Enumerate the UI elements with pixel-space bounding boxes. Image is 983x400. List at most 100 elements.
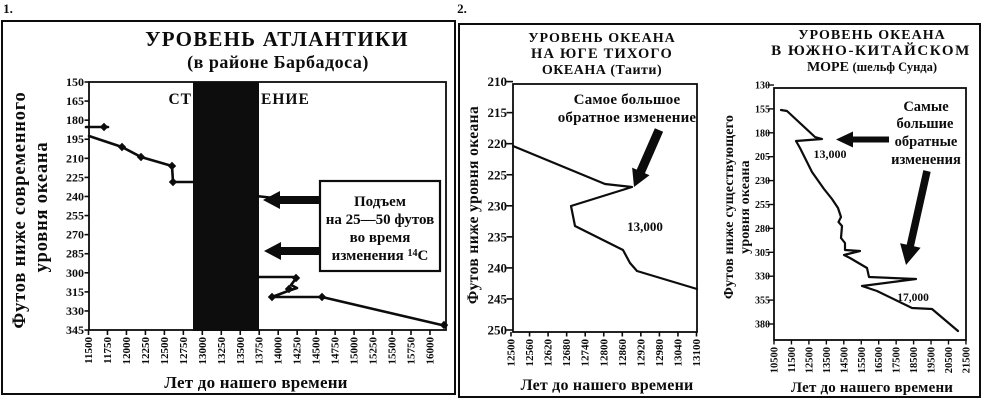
svg-text:14250: 14250: [292, 337, 304, 365]
svg-text:12980: 12980: [654, 339, 666, 367]
svg-text:380: 380: [755, 320, 770, 331]
svg-text:11750: 11750: [102, 337, 114, 364]
svg-text:17500: 17500: [892, 347, 903, 373]
svg-text:УРОВЕНЬ АТЛАНТИКИ: УРОВЕНЬ АТЛАНТИКИ: [145, 27, 409, 51]
svg-text:СТ: СТ: [168, 91, 192, 108]
svg-text:(в районе Барбадоса): (в районе Барбадоса): [187, 52, 369, 73]
svg-text:220: 220: [488, 136, 508, 151]
svg-text:обратное изменение: обратное изменение: [558, 110, 697, 126]
svg-text:изменения: изменения: [891, 152, 961, 168]
svg-text:180: 180: [755, 128, 770, 139]
svg-text:12500: 12500: [506, 339, 518, 367]
svg-text:14000: 14000: [273, 337, 285, 365]
svg-text:15500: 15500: [387, 337, 399, 365]
svg-text:УРОВЕНЬ ОКЕАНА: УРОВЕНЬ ОКЕАНА: [798, 28, 945, 43]
svg-text:13500: 13500: [822, 347, 833, 373]
svg-text:12860: 12860: [617, 339, 629, 367]
svg-text:235: 235: [488, 229, 508, 244]
svg-text:12920: 12920: [635, 339, 647, 367]
svg-text:19500: 19500: [927, 347, 938, 373]
svg-text:Футов ниже уровня океана: Футов ниже уровня океана: [465, 106, 482, 304]
svg-text:12250: 12250: [140, 337, 152, 365]
svg-text:155: 155: [755, 104, 770, 115]
svg-text:230: 230: [488, 198, 508, 213]
svg-text:21500: 21500: [961, 347, 972, 373]
svg-text:10500: 10500: [770, 347, 781, 373]
svg-text:330: 330: [66, 304, 84, 318]
svg-text:14750: 14750: [330, 337, 342, 365]
svg-text:17,000: 17,000: [897, 292, 929, 304]
svg-text:245: 245: [488, 291, 508, 306]
svg-text:13,000: 13,000: [627, 219, 663, 234]
svg-text:15000: 15000: [349, 337, 361, 365]
svg-text:240: 240: [488, 260, 508, 275]
svg-text:на 25—50 футов: на 25—50 футов: [326, 212, 435, 228]
svg-text:18500: 18500: [909, 347, 920, 373]
svg-text:Лет до нашего времени: Лет до нашего времени: [521, 377, 694, 394]
svg-text:240: 240: [66, 189, 84, 203]
svg-text:обратные: обратные: [895, 134, 958, 150]
svg-text:13000: 13000: [197, 337, 209, 365]
svg-text:255: 255: [66, 209, 84, 223]
svg-text:12750: 12750: [178, 337, 190, 365]
svg-text:150: 150: [66, 75, 84, 89]
svg-text:13,000: 13,000: [814, 147, 847, 161]
svg-text:13750: 13750: [254, 337, 266, 365]
svg-text:250: 250: [488, 323, 508, 338]
svg-text:215: 215: [488, 105, 508, 120]
svg-text:165: 165: [66, 94, 84, 108]
svg-text:уровня океана: уровня океана: [32, 142, 52, 273]
svg-text:270: 270: [66, 228, 84, 242]
svg-text:16500: 16500: [874, 347, 885, 373]
svg-text:Самое большое: Самое большое: [574, 92, 681, 108]
svg-text:255: 255: [755, 200, 770, 211]
svg-text:305: 305: [755, 248, 770, 259]
svg-text:12680: 12680: [561, 339, 573, 367]
svg-text:13250: 13250: [216, 337, 228, 365]
svg-text:130: 130: [755, 81, 770, 92]
svg-text:13100: 13100: [691, 339, 703, 367]
svg-text:МОРЕ (шельф Сунда): МОРЕ (шельф Сунда): [807, 60, 937, 75]
svg-text:изменения 14С: изменения 14С: [332, 248, 429, 264]
svg-text:12560: 12560: [524, 339, 536, 367]
svg-text:Футов ниже существующего: Футов ниже существующего: [722, 115, 737, 299]
svg-text:во время: во время: [350, 230, 411, 246]
svg-text:Лет до нашего времени: Лет до нашего времени: [164, 373, 347, 392]
svg-text:большие: большие: [897, 116, 955, 132]
svg-text:13040: 13040: [672, 339, 684, 367]
svg-text:205: 205: [755, 152, 770, 163]
svg-text:11500: 11500: [83, 337, 95, 364]
svg-text:В ЮЖНО-КИТАЙСКОМ: В ЮЖНО-КИТАЙСКОМ: [771, 42, 971, 59]
svg-text:285: 285: [66, 247, 84, 261]
svg-text:Лет до нашего времени: Лет до нашего времени: [791, 380, 953, 396]
svg-text:УРОВЕНЬ ОКЕАНА: УРОВЕНЬ ОКЕАНА: [528, 31, 675, 46]
svg-text:НА ЮГЕ ТИХОГО: НА ЮГЕ ТИХОГО: [531, 46, 673, 62]
svg-text:15250: 15250: [368, 337, 380, 365]
svg-text:12500: 12500: [804, 347, 815, 373]
svg-text:230: 230: [755, 176, 770, 187]
svg-text:195: 195: [66, 132, 84, 146]
svg-text:1.: 1.: [3, 1, 13, 16]
svg-text:Самые: Самые: [903, 99, 949, 115]
svg-text:2.: 2.: [457, 1, 467, 16]
svg-text:345: 345: [66, 323, 84, 337]
svg-text:300: 300: [66, 266, 84, 280]
svg-text:15750: 15750: [405, 337, 417, 365]
svg-text:210: 210: [66, 151, 84, 165]
svg-text:уровня океана: уровня океана: [738, 160, 753, 254]
svg-text:225: 225: [488, 167, 508, 182]
svg-text:ЕНИЕ: ЕНИЕ: [261, 91, 310, 108]
svg-text:210: 210: [488, 74, 508, 89]
svg-text:11500: 11500: [787, 347, 798, 373]
svg-text:180: 180: [66, 113, 84, 127]
svg-text:330: 330: [755, 272, 770, 283]
svg-text:12620: 12620: [543, 339, 555, 367]
svg-text:Подъем: Подъем: [354, 194, 406, 210]
svg-text:225: 225: [66, 170, 84, 184]
svg-text:14500: 14500: [839, 347, 850, 373]
svg-text:Футов ниже современного: Футов ниже современного: [10, 91, 30, 328]
svg-text:12740: 12740: [580, 339, 592, 367]
svg-text:355: 355: [755, 296, 770, 307]
svg-text:12000: 12000: [121, 337, 133, 365]
svg-text:15500: 15500: [857, 347, 868, 373]
